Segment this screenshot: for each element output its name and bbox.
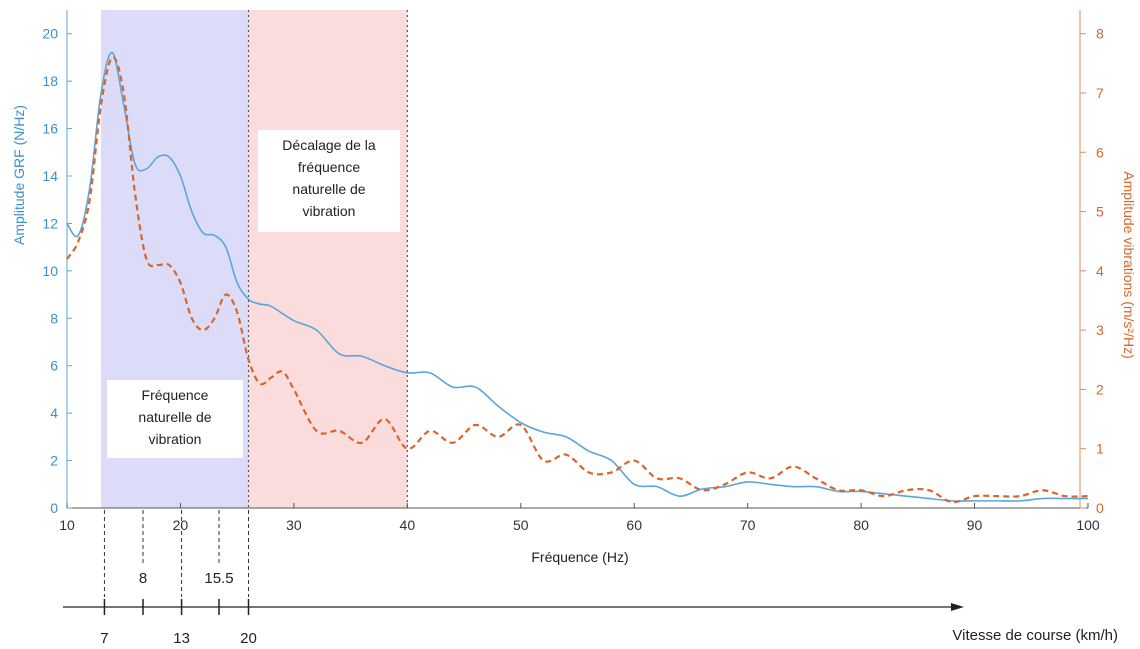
x-tick-label: 100 bbox=[1076, 517, 1100, 533]
grf-series-line bbox=[66, 51, 1088, 502]
x-tick-label: 80 bbox=[853, 517, 869, 533]
y-right-tick-label: 7 bbox=[1096, 85, 1104, 101]
speed-tick-label: 8 bbox=[139, 570, 147, 587]
speed-tick-label: 15.5 bbox=[204, 570, 233, 587]
speed-tick-label: 20 bbox=[240, 630, 257, 647]
y-left-tick-label: 12 bbox=[42, 215, 58, 231]
y-right-tick-label: 8 bbox=[1096, 26, 1104, 42]
y-right-tick-label: 3 bbox=[1096, 322, 1104, 338]
y-left-tick-label: 20 bbox=[42, 26, 58, 42]
speed-axis-label: Vitesse de course (km/h) bbox=[952, 627, 1118, 644]
y-right-tick-label: 2 bbox=[1096, 381, 1104, 397]
y-right-tick-label: 5 bbox=[1096, 204, 1104, 220]
y-left-tick-label: 4 bbox=[50, 405, 58, 421]
frequency-shift-note: Décalage de la fréquence naturelle de vi… bbox=[258, 130, 400, 232]
series-layer bbox=[66, 51, 1089, 504]
x-tick-label: 30 bbox=[286, 517, 302, 533]
y-left-tick-label: 2 bbox=[50, 453, 58, 469]
y-left-tick-label: 6 bbox=[50, 358, 58, 374]
y-left-tick-label: 10 bbox=[42, 263, 58, 279]
speed-tick-label: 13 bbox=[173, 630, 190, 647]
axes-layer: 10 20 30 40 50 60 70 80 90 1000246810121416182001… bbox=[42, 10, 1104, 533]
y-right-tick-label: 1 bbox=[1096, 441, 1104, 457]
x-tick-label: 50 bbox=[513, 517, 529, 533]
natural-frequency-note: Fréquence naturelle de vibration bbox=[107, 380, 243, 458]
speed-tick-label: 7 bbox=[100, 630, 108, 647]
x-tick-label: 90 bbox=[967, 517, 983, 533]
x-tick-label: 10 bbox=[59, 517, 75, 533]
y-left-axis-label: Amplitude GRF (N/Hz) bbox=[11, 105, 27, 245]
x-axis-label: Fréquence (Hz) bbox=[531, 549, 628, 565]
x-tick-label: 20 bbox=[173, 517, 189, 533]
vibration-series-line bbox=[66, 56, 1089, 504]
y-left-tick-label: 0 bbox=[50, 500, 58, 516]
x-tick-label: 70 bbox=[740, 517, 756, 533]
y-right-axis-label: Amplitude vibrations (m/s²/Hz) bbox=[1121, 171, 1137, 359]
x-tick-label: 60 bbox=[626, 517, 642, 533]
y-left-tick-label: 16 bbox=[42, 121, 58, 137]
y-right-tick-label: 6 bbox=[1096, 144, 1104, 160]
x-tick-label: 40 bbox=[400, 517, 416, 533]
y-left-tick-label: 8 bbox=[50, 310, 58, 326]
y-right-tick-label: 0 bbox=[1096, 500, 1104, 516]
y-right-tick-label: 4 bbox=[1096, 263, 1104, 279]
speed-axis: 7 8 13 15.5 20 bbox=[63, 510, 964, 647]
y-left-tick-label: 18 bbox=[42, 73, 58, 89]
y-left-tick-label: 14 bbox=[42, 168, 58, 184]
shift-band bbox=[248, 10, 408, 508]
speed-axis-arrowhead bbox=[951, 603, 964, 611]
